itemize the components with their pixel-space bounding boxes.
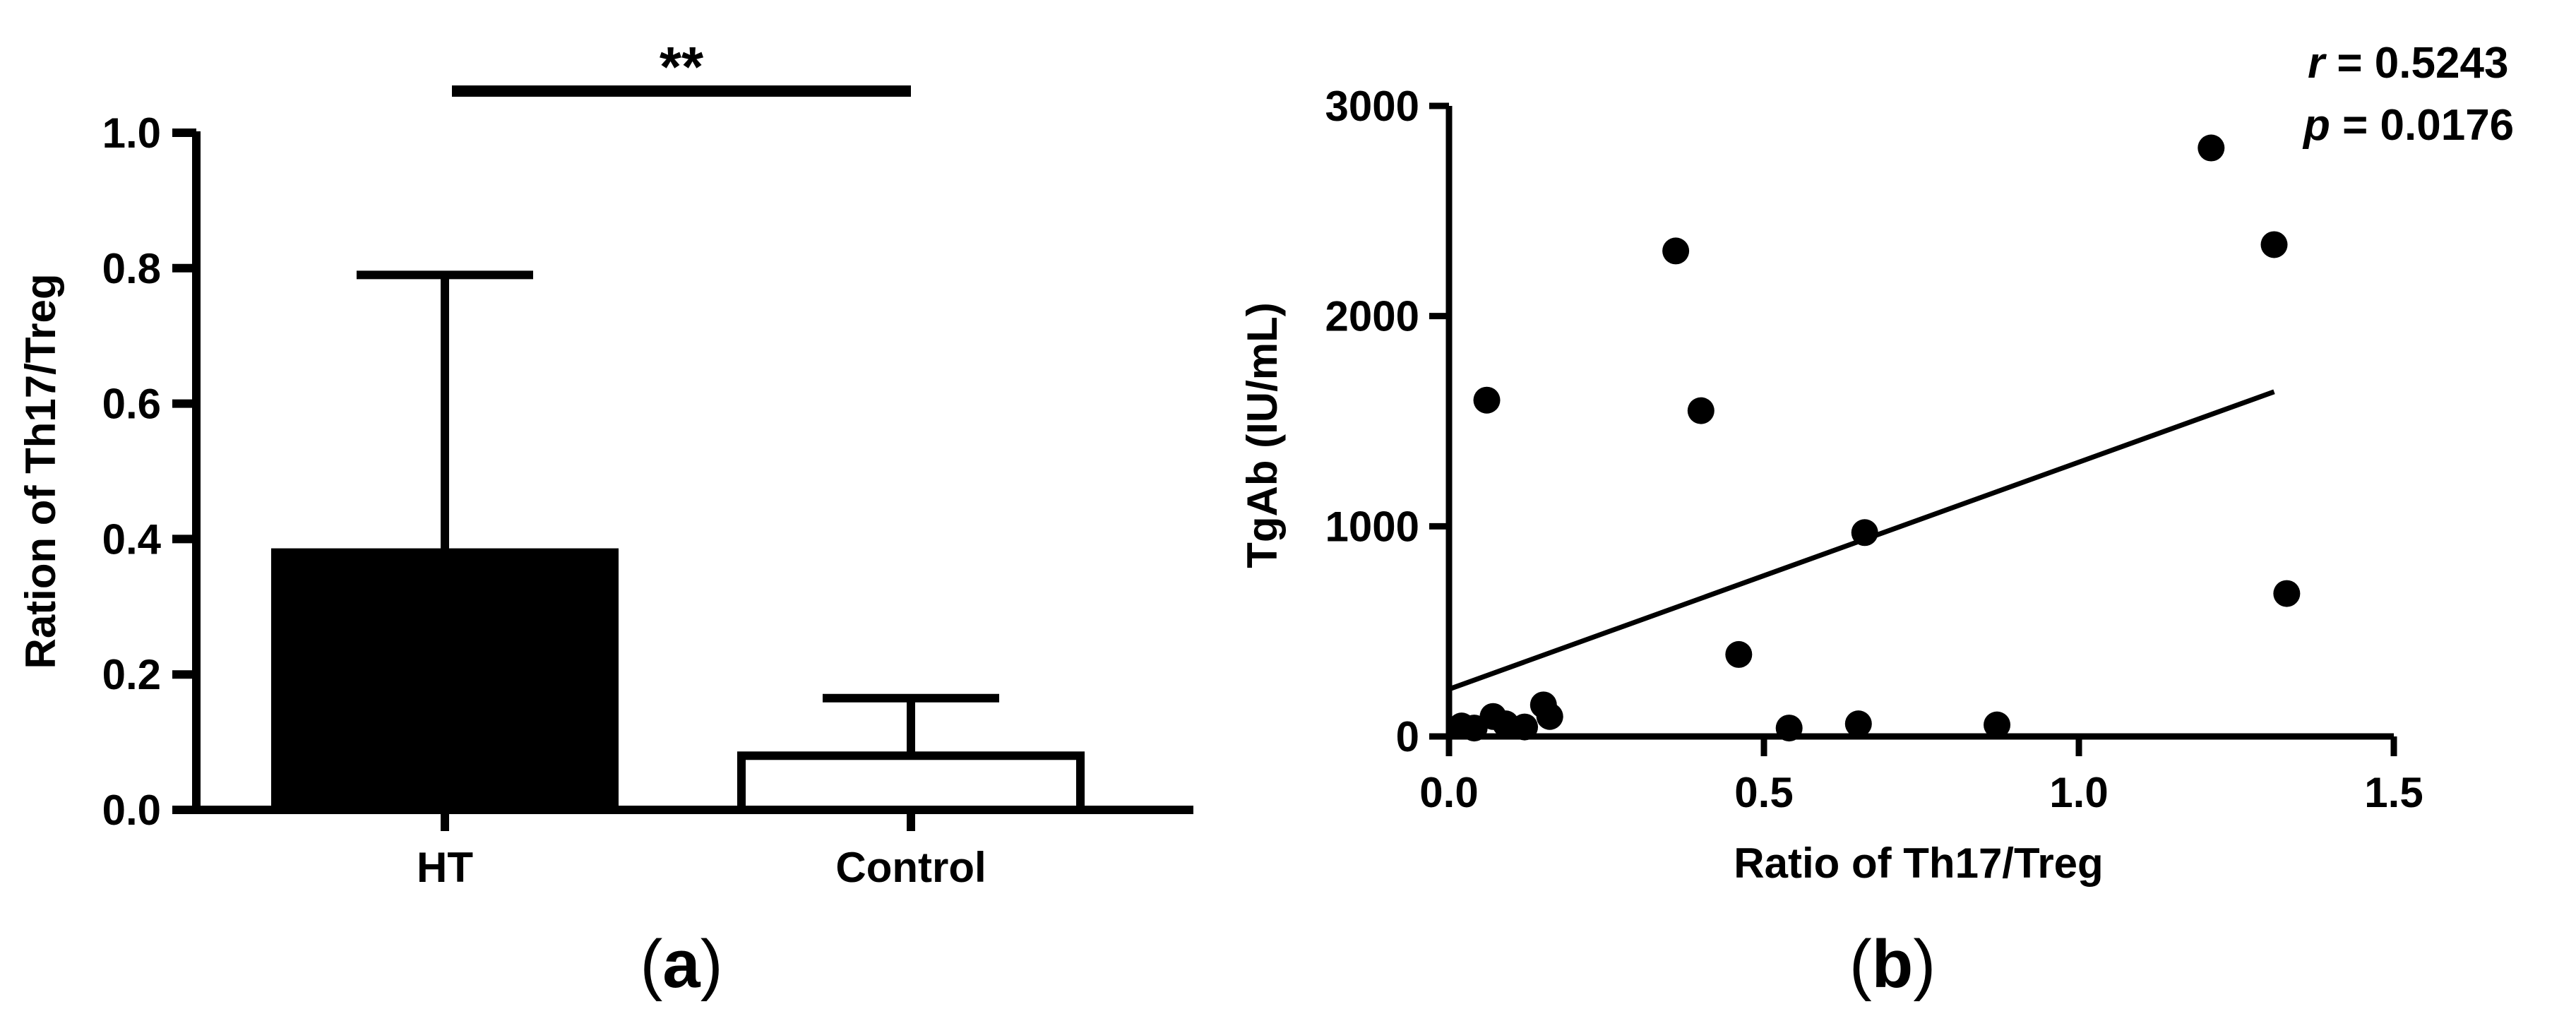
y-tick-label: 0.8 [102, 245, 161, 292]
panel-b-scatter-plot: 0 1000 2000 3000 0.0 0.5 1.0 1.5 Ratio of Th17/T… [1239, 39, 2514, 1002]
r-number: = 0.5243 [2325, 39, 2508, 88]
data-point [1473, 386, 1501, 414]
x-tick-label: 0.0 [1419, 769, 1478, 816]
r-symbol: r [2308, 39, 2327, 88]
significance-label: ** [660, 35, 704, 98]
y-tick-label: 2000 [1325, 293, 1419, 340]
data-point [1725, 640, 1753, 668]
panel-letter: a [662, 926, 700, 1002]
data-point [1536, 703, 1563, 730]
y-tick-label: 0 [1396, 713, 1419, 760]
r-value: r = 0.5243 [2308, 39, 2508, 88]
bar [737, 751, 1085, 815]
data-point [1984, 711, 2011, 739]
p-number: = 0.0176 [2330, 101, 2514, 150]
data-point [2198, 134, 2225, 162]
x-tick-label: 1.0 [2049, 769, 2108, 816]
panel-label-a: (a) [640, 926, 722, 1002]
y-tick-label: 0.6 [102, 381, 161, 428]
x-tick-label: HT [417, 844, 473, 891]
data-point [1511, 713, 1539, 741]
y-tick-label: 3000 [1325, 83, 1419, 130]
y-tick-label: 1.0 [102, 109, 161, 157]
y-tick-label: 1000 [1325, 503, 1419, 550]
x-axis-title: Ratio of Th17/Treg [1734, 840, 2103, 887]
panel-letter: b [1872, 926, 1914, 1002]
p-value: p = 0.0176 [2302, 101, 2514, 150]
data-point [2273, 580, 2301, 607]
y-tick-label: 0.0 [102, 787, 161, 834]
y-axis-title: Ration of Th17/Treg [17, 273, 64, 669]
x-tick-label: 1.5 [2364, 769, 2423, 816]
data-point [1851, 519, 1878, 547]
data-point [1662, 237, 1690, 265]
p-symbol: p [2302, 101, 2330, 150]
y-axis-title: TgAb (IU/mL) [1239, 302, 1286, 568]
x-tick-label: Control [835, 844, 986, 891]
y-tick-label: 0.4 [102, 515, 162, 563]
data-point [1687, 397, 1715, 424]
panel-label-b: (b) [1849, 926, 1936, 1002]
data-point [1775, 715, 1803, 742]
bar [271, 548, 619, 815]
data-point [2260, 231, 2288, 258]
data-point [1844, 710, 1872, 738]
y-tick-label: 0.2 [102, 651, 161, 698]
panel-a-bar-chart: 0.0 0.2 0.4 0.6 0.8 1.0 Ration of Th17/Treg HT C… [17, 35, 1193, 1002]
x-tick-label: 0.5 [1734, 769, 1793, 816]
